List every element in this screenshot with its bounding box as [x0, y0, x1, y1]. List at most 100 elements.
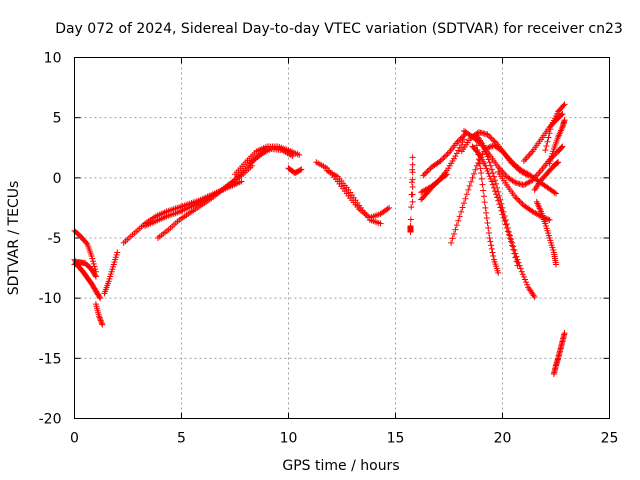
series-arc-19 [473, 142, 502, 276]
data-point [490, 184, 497, 191]
data-point [482, 204, 489, 211]
data-point [486, 235, 493, 241]
data-point [485, 170, 492, 177]
data-point [452, 153, 459, 160]
data-point [475, 159, 482, 166]
data-point [488, 245, 495, 252]
series-arc-9 [324, 167, 384, 227]
data-point [91, 263, 98, 270]
chart-title: Day 072 of 2024, Sidereal Day-to-day VTE… [55, 21, 623, 37]
data-point [521, 276, 528, 283]
data-point [484, 131, 491, 138]
data-point [426, 166, 433, 173]
data-point [553, 160, 560, 167]
data-point [502, 221, 509, 228]
data-point [559, 143, 566, 150]
data-point [520, 273, 527, 280]
data-point [523, 279, 530, 286]
axis-ticks: 0 5 10 15 20 25 -20 -15 -10 -5 0 5 10 [39, 51, 619, 447]
series-arc-11 [418, 136, 467, 196]
data-point [475, 151, 482, 158]
data-point [443, 152, 450, 159]
data-point [296, 151, 303, 158]
data-point [463, 191, 470, 198]
data-point [510, 178, 517, 185]
data-point [508, 238, 515, 245]
data-point [466, 182, 473, 189]
data-point [420, 172, 427, 179]
data-point [474, 146, 481, 153]
series-arc-18 [469, 143, 521, 269]
data-point [489, 249, 496, 256]
x-tick-label: 25 [601, 431, 619, 447]
data-point [424, 168, 431, 175]
data-point [484, 219, 491, 226]
data-point [501, 218, 508, 225]
data-point [482, 147, 489, 154]
data-point [543, 142, 550, 149]
data-point [560, 102, 567, 109]
data-point [524, 281, 531, 288]
data-point [561, 330, 568, 337]
data-point [407, 216, 414, 223]
data-point [558, 144, 565, 151]
y-tick-label: -5 [48, 231, 62, 247]
data-point [452, 226, 459, 233]
data-point [553, 261, 559, 268]
data-point [480, 187, 487, 194]
data-point [298, 166, 305, 173]
series-arc-21 [531, 159, 562, 193]
data-point [423, 169, 430, 176]
data-point [460, 200, 467, 207]
data-point [482, 162, 489, 169]
data-point [499, 211, 506, 218]
data-point [479, 181, 486, 188]
data-point [458, 208, 465, 215]
data-point [450, 230, 457, 237]
data-point [496, 201, 503, 208]
data-point [500, 214, 507, 221]
data-point [98, 320, 105, 327]
data-point [488, 178, 495, 185]
data-point [546, 130, 553, 137]
data-points [71, 101, 568, 377]
data-point [468, 178, 475, 185]
data-point [546, 216, 553, 223]
data-point [90, 258, 97, 265]
data-point [480, 142, 487, 149]
data-point [408, 204, 415, 211]
data-point [457, 135, 464, 142]
data-point [453, 222, 460, 229]
data-point [448, 239, 455, 246]
data-point [454, 138, 461, 145]
data-point [485, 229, 492, 236]
data-point [440, 155, 447, 162]
x-axis-label: GPS time / hours [282, 458, 399, 474]
data-point [484, 168, 491, 175]
data-point [443, 171, 450, 178]
data-point [515, 196, 522, 203]
data-point [469, 174, 476, 181]
data-point [289, 153, 296, 160]
data-point [88, 253, 95, 260]
data-point [421, 171, 428, 178]
data-point [470, 170, 477, 177]
data-point [456, 144, 463, 151]
data-point [472, 166, 479, 173]
data-point [442, 172, 449, 179]
data-point [478, 175, 485, 182]
data-point [96, 313, 103, 320]
series-arc-1b [71, 227, 99, 275]
data-point [483, 150, 490, 157]
series-arc-26 [550, 330, 568, 377]
data-point [493, 180, 500, 187]
series-arc-1d [92, 301, 106, 328]
x-tick-label: 15 [387, 431, 405, 447]
data-point [478, 170, 485, 177]
data-point [455, 137, 462, 144]
data-point [481, 199, 488, 206]
series-arc-12 [420, 130, 470, 179]
data-point [561, 101, 568, 108]
data-point [512, 194, 519, 201]
